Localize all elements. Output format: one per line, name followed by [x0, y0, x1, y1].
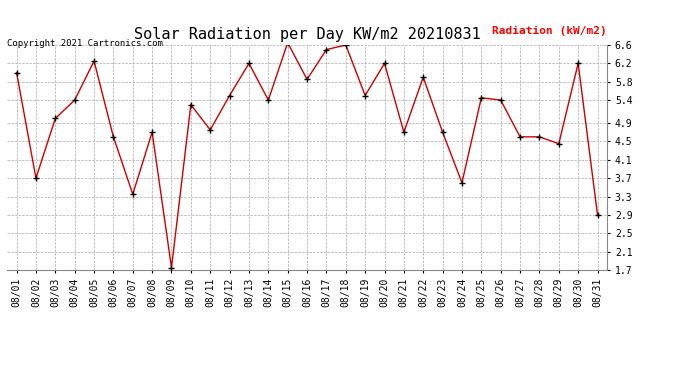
Text: Copyright 2021 Cartronics.com: Copyright 2021 Cartronics.com	[7, 39, 163, 48]
Title: Solar Radiation per Day KW/m2 20210831: Solar Radiation per Day KW/m2 20210831	[134, 27, 480, 42]
Text: Radiation (kW/m2): Radiation (kW/m2)	[493, 26, 607, 36]
